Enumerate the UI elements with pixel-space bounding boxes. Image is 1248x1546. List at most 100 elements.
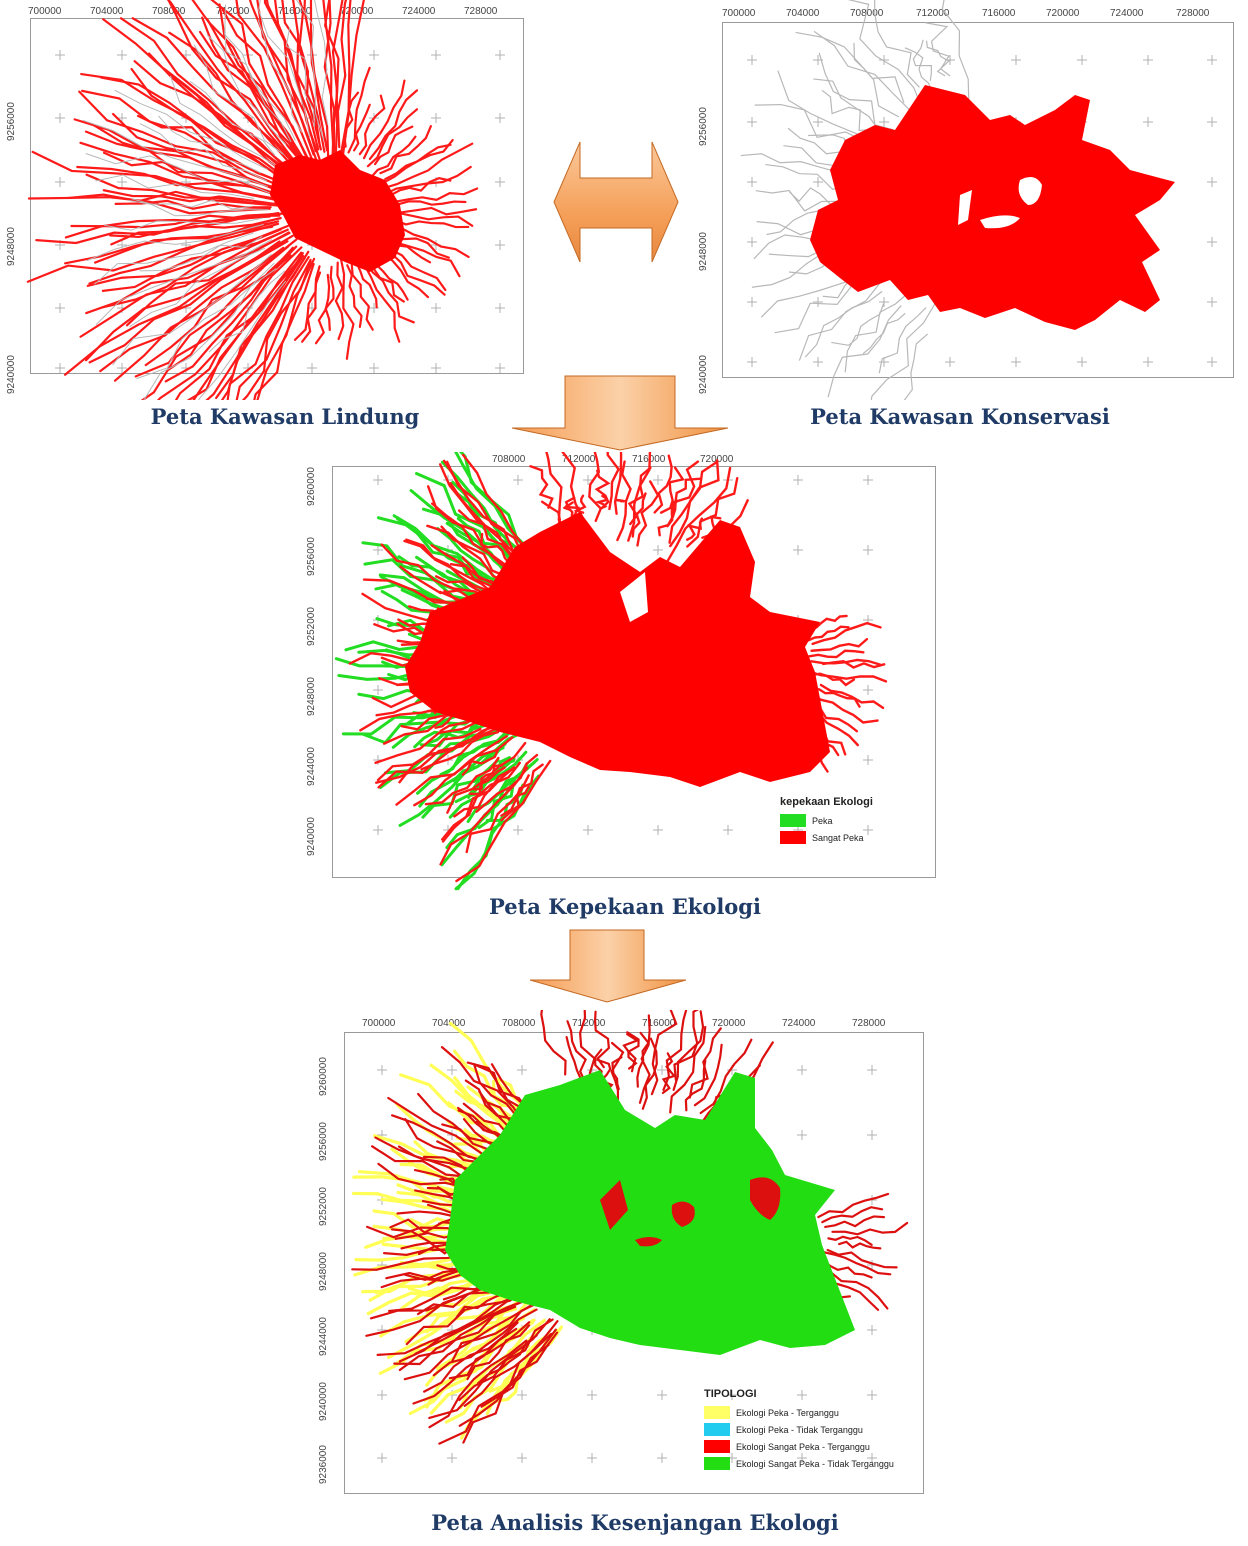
grid-cross — [797, 1130, 807, 1140]
drainage-line — [455, 759, 552, 883]
drainage-line — [292, 0, 322, 148]
drainage-line — [615, 498, 628, 503]
map-panel-lindung: 700000 704000 708000 712000 716000 720000 7240… — [0, 0, 540, 429]
grid-cross — [495, 363, 505, 373]
drainage-line — [293, 265, 321, 341]
drainage-line — [174, 251, 303, 400]
grid-cross — [495, 240, 505, 250]
map-panel-kesenjangan: 700000 704000 708000 712000 716000 720000 7240… — [310, 1010, 950, 1546]
legend-item: Ekologi Peka - Terganggu — [704, 1404, 894, 1421]
drainage-line — [452, 731, 523, 783]
drainage-line — [870, 303, 936, 400]
drainage-line — [819, 683, 885, 710]
drainage-line — [84, 130, 277, 195]
x-tick-label: 712000 — [562, 454, 596, 465]
drainage-line — [64, 220, 280, 265]
grid-cross — [431, 50, 441, 60]
x-tick-label: 724000 — [1110, 8, 1144, 19]
legend-item: Ekologi Peka - Tidak Terganggu — [704, 1421, 894, 1438]
drainage-line — [139, 235, 263, 272]
drainage-line — [166, 252, 290, 372]
drainage-line — [693, 1043, 723, 1107]
drainage-line — [666, 466, 732, 563]
drainage-line — [395, 734, 509, 806]
grid-cross — [373, 475, 383, 485]
drainage-line — [346, 264, 363, 328]
grid-cross — [1207, 357, 1217, 367]
drainage-line — [831, 302, 885, 346]
drainage-line — [393, 187, 479, 203]
grid-cross — [813, 297, 823, 307]
legend-item: Ekologi Sangat Peka - Terganggu — [704, 1438, 894, 1455]
map-caption: Peta Kawasan Lindung — [150, 404, 420, 429]
map-caption: Peta Analisis Kesenjangan Ekologi — [431, 1510, 839, 1535]
drainage-line — [641, 1037, 658, 1110]
x-tick-label: 720000 — [340, 6, 374, 17]
drainage-line — [112, 253, 272, 366]
drainage-line — [699, 1038, 753, 1115]
drainage-line — [838, 1240, 882, 1250]
drainage-line — [379, 142, 474, 191]
drainage-line — [616, 460, 632, 542]
drainage-line — [131, 17, 302, 177]
drainage-line — [193, 44, 285, 155]
drainage-line — [309, 0, 330, 160]
grid-cross — [653, 475, 663, 485]
grid-cross — [517, 1453, 527, 1463]
grid-cross — [1207, 55, 1217, 65]
drainage-line — [807, 625, 850, 642]
drainage-line — [878, 307, 927, 374]
drainage-line — [79, 231, 290, 338]
drainage-line — [822, 1259, 873, 1279]
drainage-line — [817, 1192, 890, 1219]
grid-cross — [797, 1453, 807, 1463]
drainage-line — [941, 0, 970, 105]
drainage-line — [461, 748, 500, 776]
drainage-line — [189, 80, 276, 156]
drainage-line — [257, 19, 303, 133]
drainage-line — [821, 1206, 884, 1224]
drainage-line — [112, 112, 283, 191]
drainage-line — [376, 1294, 521, 1357]
drainage-line — [156, 246, 303, 400]
drainage-line — [613, 452, 623, 515]
drainage-line — [35, 215, 271, 245]
drainage-line — [853, 42, 905, 103]
drainage-line — [274, 0, 320, 151]
drainage-line — [256, 257, 316, 400]
x-tick-label: 728000 — [852, 1018, 886, 1029]
drainage-line — [375, 721, 505, 784]
drainage-line — [684, 1059, 707, 1112]
drainage-line — [606, 452, 620, 511]
drainage-line — [26, 222, 280, 283]
drainage-line — [672, 1010, 705, 1091]
drainage-line — [362, 79, 406, 160]
drainage-line — [167, 0, 296, 163]
down-arrow-icon — [529, 929, 687, 1003]
drainage-line — [377, 725, 503, 789]
grid-cross — [1143, 55, 1153, 65]
sensitive-zone — [405, 512, 830, 787]
drainage-line — [579, 1010, 596, 1088]
drainage-line — [130, 67, 286, 179]
grid-cross — [723, 825, 733, 835]
drainage-line — [566, 1020, 587, 1083]
disturbed-patch-center-core — [671, 1201, 695, 1227]
grid-cross — [863, 475, 873, 485]
grid-cross — [879, 297, 889, 307]
grid-cross — [117, 50, 127, 60]
drainage-line — [636, 480, 660, 547]
drainage-line — [428, 1339, 528, 1429]
drainage-line — [358, 94, 386, 156]
drainage-line — [139, 123, 267, 182]
drainage-line — [314, 0, 329, 126]
drainage-line — [456, 516, 515, 567]
drainage-line — [208, 270, 286, 353]
drainage-line — [369, 135, 417, 179]
drainage-line — [258, 0, 311, 138]
grid-cross — [55, 363, 65, 373]
grid-cross — [495, 177, 505, 187]
drainage-line — [136, 262, 275, 380]
drainage-line — [398, 1300, 524, 1372]
drainage-line — [70, 212, 280, 229]
